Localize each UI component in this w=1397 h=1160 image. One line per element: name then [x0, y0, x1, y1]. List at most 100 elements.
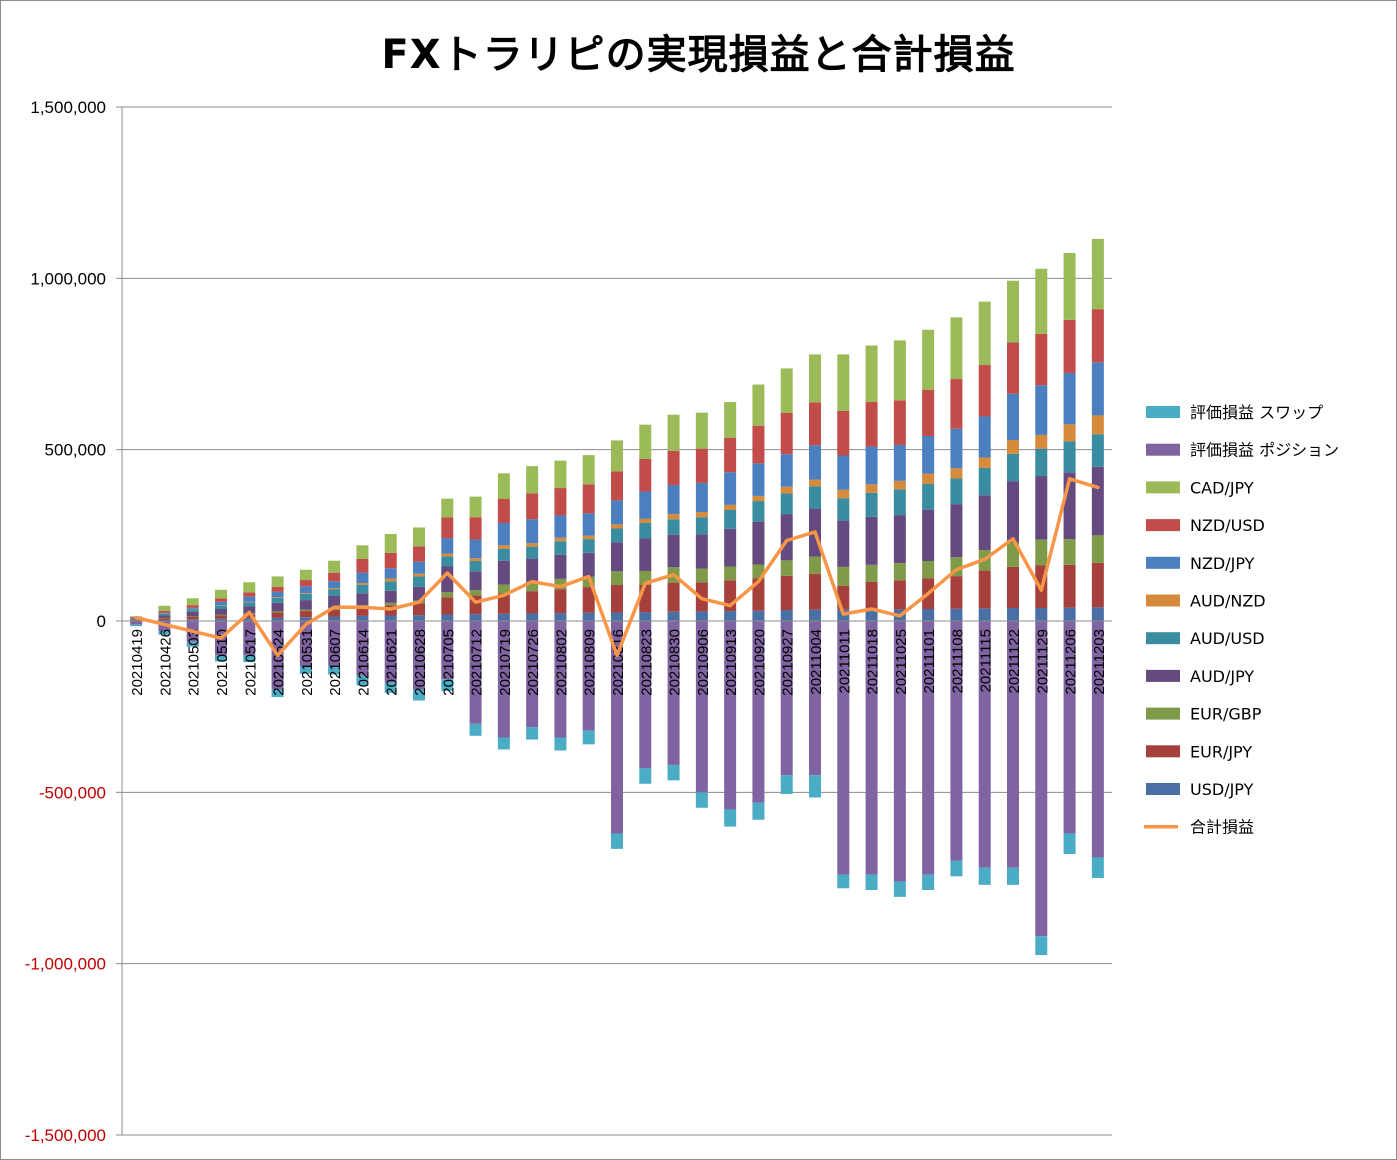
bar-segment [922, 473, 935, 484]
bar-segment [243, 596, 256, 602]
legend-label: AUD/JPY [1190, 667, 1254, 686]
bar-segment [1007, 481, 1019, 543]
bar-segment [299, 586, 312, 594]
bar-segment [809, 445, 821, 480]
bar-segment [299, 580, 312, 587]
bar-segment [413, 546, 425, 562]
bar-segment [299, 593, 312, 601]
bar-segment [950, 608, 963, 621]
bar-segment [1063, 607, 1076, 621]
bar-segment [469, 621, 482, 724]
bar-segment [611, 440, 623, 472]
bar-segment [978, 301, 991, 366]
bar-segment [865, 874, 878, 890]
bar-segment [950, 317, 963, 380]
bar-segment [1007, 867, 1019, 885]
legend-swatch [1146, 481, 1180, 494]
bar-segment [526, 621, 539, 728]
bar-segment [611, 833, 623, 849]
bar-segment [978, 621, 991, 868]
bar-segment [554, 621, 567, 738]
bar-segment [611, 571, 623, 586]
bar-segment [526, 519, 539, 544]
bar-segment [780, 775, 793, 795]
bar-segment [158, 610, 171, 613]
bar-segment [752, 495, 765, 502]
bar-segment [611, 585, 623, 613]
bar-segment [526, 493, 539, 520]
bar-segment [413, 621, 425, 690]
bar-segment [130, 619, 143, 621]
bar-segment [1091, 434, 1104, 467]
bar-segment [724, 621, 737, 810]
x-tick-label: 20210510 [214, 629, 231, 696]
bar-segment [1007, 342, 1019, 394]
bar-segment [809, 556, 821, 574]
bar-segment [1091, 466, 1104, 536]
bar-segment [695, 534, 708, 569]
bar-segment [1035, 434, 1048, 449]
legend-swatch [1146, 594, 1180, 607]
bar-segment [893, 515, 906, 564]
bar-segment [299, 600, 312, 610]
bar-segment [215, 614, 227, 616]
bar-segment [1091, 562, 1104, 608]
bar-segment [554, 515, 567, 538]
bar-segment [526, 558, 539, 583]
x-tick-label: 20210517 [242, 629, 259, 696]
bar-segment [158, 605, 171, 611]
bar-segment [724, 566, 737, 581]
y-tick-label: 500,000 [45, 441, 106, 460]
bar-segment [667, 414, 680, 451]
x-tick-label: 20210419 [129, 629, 146, 696]
bar-segment [667, 484, 680, 515]
bar-segment [865, 402, 878, 447]
bar-segment [752, 501, 765, 522]
bar-segment [724, 809, 737, 827]
bar-segment [441, 498, 454, 518]
bar-segment [1035, 936, 1048, 956]
bar-segment [639, 424, 652, 459]
bar-segment [667, 582, 680, 612]
bar-segment [441, 621, 454, 680]
bar-segment [724, 472, 737, 505]
bar-segment [215, 605, 227, 606]
bar-segment [497, 621, 510, 738]
bar-segment [186, 619, 199, 621]
bar-segment [865, 609, 878, 621]
bar-segment [582, 552, 595, 577]
legend-label: 合計損益 [1190, 818, 1254, 837]
bar-segment [695, 568, 708, 583]
bar-segment [271, 617, 284, 621]
bar-segment [837, 354, 850, 411]
bar-segment [497, 584, 510, 594]
bar-segment [695, 517, 708, 535]
y-tick-label: -1,500,000 [25, 1126, 106, 1145]
legend-item: USD/JPY [1146, 780, 1254, 799]
bar-segment [837, 455, 850, 490]
bar-segment [554, 541, 567, 555]
bar-segment [752, 610, 765, 621]
bar-segment [243, 618, 256, 621]
bar-segment [356, 615, 369, 621]
legend-swatch [1146, 556, 1180, 569]
bar-segment [724, 509, 737, 529]
bar-segment [186, 607, 199, 609]
bar-segment [554, 613, 567, 621]
y-tick-label: -500,000 [39, 783, 106, 802]
legend-item: 評価損益 ポジション [1146, 441, 1339, 460]
x-tick-label: 20211122 [1006, 629, 1023, 694]
bar-segment [158, 619, 171, 621]
bar-segment [441, 556, 454, 567]
bar-segment [215, 598, 227, 602]
bar-segment [526, 546, 539, 559]
bar-segment [809, 479, 821, 487]
x-tick-label: 20210802 [553, 629, 570, 696]
bar-segment [1063, 564, 1076, 608]
bar-segment [1091, 535, 1104, 563]
legend-item: 合計損益 [1144, 818, 1254, 837]
x-tick-label: 20210614 [355, 629, 372, 696]
legend-item: AUD/NZD [1146, 592, 1266, 611]
bar-segment [384, 533, 397, 553]
bar-segment [582, 612, 595, 621]
